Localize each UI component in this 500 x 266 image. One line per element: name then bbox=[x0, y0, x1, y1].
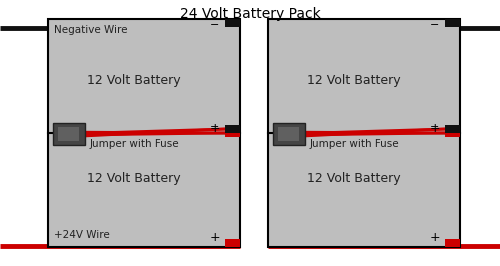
Text: 24 Volt Battery Pack: 24 Volt Battery Pack bbox=[180, 7, 320, 21]
Bar bbox=[445, 129, 460, 137]
Text: +: + bbox=[210, 231, 220, 244]
Bar bbox=[445, 125, 460, 133]
Bar bbox=[225, 239, 240, 247]
Text: 12 Volt Battery: 12 Volt Battery bbox=[88, 74, 181, 87]
Text: −: − bbox=[210, 20, 220, 30]
Text: +: + bbox=[210, 122, 220, 135]
Text: Jumper with Fuse: Jumper with Fuse bbox=[310, 139, 400, 149]
Text: Jumper with Fuse: Jumper with Fuse bbox=[90, 139, 180, 149]
Text: 12 Volt Battery: 12 Volt Battery bbox=[308, 74, 401, 87]
Bar bbox=[268, 19, 460, 247]
Text: −: − bbox=[430, 122, 440, 132]
Text: +24V Wire: +24V Wire bbox=[54, 230, 109, 240]
Bar bbox=[58, 127, 79, 141]
Bar bbox=[52, 123, 85, 145]
Text: −: − bbox=[430, 20, 440, 30]
Text: +: + bbox=[430, 231, 440, 244]
Bar bbox=[272, 123, 305, 145]
Text: 12 Volt Battery: 12 Volt Battery bbox=[88, 172, 181, 185]
Bar bbox=[225, 125, 240, 133]
Text: Negative Wire: Negative Wire bbox=[54, 25, 127, 35]
Text: 12 Volt Battery: 12 Volt Battery bbox=[308, 172, 401, 185]
Text: +: + bbox=[430, 122, 440, 135]
Text: −: − bbox=[210, 122, 220, 132]
Bar bbox=[48, 19, 240, 247]
Bar bbox=[445, 239, 460, 247]
Bar bbox=[225, 129, 240, 137]
Bar bbox=[445, 19, 460, 27]
Bar bbox=[278, 127, 299, 141]
Bar bbox=[225, 19, 240, 27]
